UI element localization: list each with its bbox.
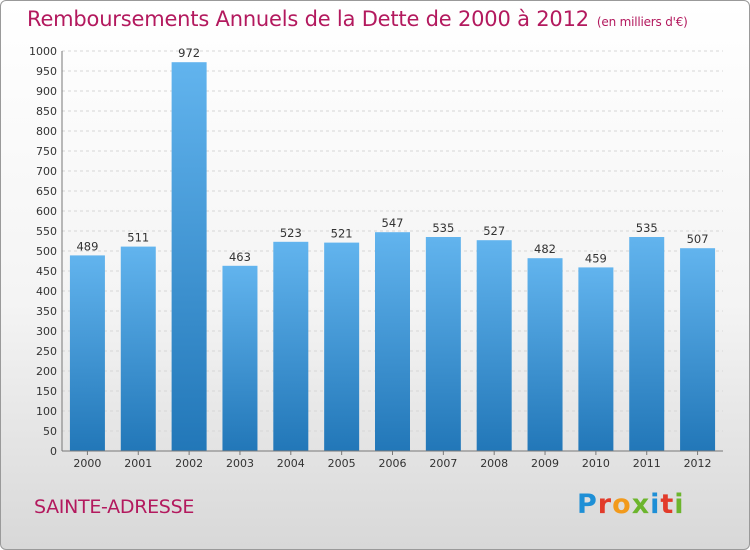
bar-2001 [120,246,156,451]
x-tick-label: 2012 [684,457,712,470]
commune-name: SAINTE-ADRESSE [34,496,195,518]
bar-2004 [273,241,309,451]
bar-2002 [171,62,207,451]
y-tick-label: 250 [36,345,57,358]
bar-value-label: 511 [127,231,149,245]
x-tick-label: 2001 [124,457,152,470]
bar-value-label: 523 [280,226,302,240]
y-tick-label: 300 [36,325,57,338]
bar-2003 [222,265,258,451]
bar-2000 [69,255,105,451]
bar-2009 [527,258,563,451]
y-tick-label: 50 [43,425,57,438]
y-tick-label: 900 [36,85,57,98]
x-tick-label: 2006 [379,457,407,470]
bar-2012 [680,248,716,451]
y-tick-label: 100 [36,405,57,418]
bar-2006 [375,232,410,451]
x-tick-label: 2002 [175,457,203,470]
proxiti-logo[interactable]: Proxiti [577,489,685,520]
x-tick-label: 2009 [531,457,559,470]
bar-value-label: 507 [687,232,709,246]
bar-value-label: 527 [483,224,505,238]
logo-letter: r [597,489,613,520]
chart-unit-note: (en milliers d'€) [596,15,688,29]
y-tick-label: 200 [36,365,57,378]
logo-letter: t [660,489,675,520]
y-tick-label: 0 [50,445,57,458]
y-tick-label: 750 [36,145,57,158]
y-tick-label: 400 [36,285,57,298]
y-tick-label: 800 [36,125,57,138]
x-tick-label: 2007 [429,457,457,470]
bar-value-label: 972 [178,46,200,60]
bar-2007 [425,237,461,451]
y-tick-label: 700 [36,165,57,178]
bar-value-label: 535 [636,221,658,235]
bar-value-label: 547 [382,216,404,230]
chart-title: Remboursements Annuels de la Dette de 20… [27,7,688,31]
bar-2008 [476,240,512,451]
x-tick-label: 2000 [73,457,101,470]
logo-letter: i [674,489,685,520]
x-tick-label: 2003 [226,457,254,470]
bar-value-label: 535 [432,221,454,235]
x-tick-label: 2010 [582,457,610,470]
y-axis-ticks: 0 50 100 150 200 250 300 350 400 450 500 550 600 650 7… [29,45,57,458]
x-tick-label: 2008 [480,457,508,470]
logo-letter: o [612,489,632,520]
bar-value-label: 521 [331,227,353,241]
bar-value-label: 489 [76,239,98,253]
logo-letter: x [631,489,651,520]
x-tick-label: 2011 [633,457,661,470]
x-tick-label: 2004 [277,457,305,470]
x-axis-ticks: 2000 2001 2002 2003 2004 2005 2006 2007 2008 2009… [73,451,712,470]
y-tick-label: 650 [36,185,57,198]
y-tick-label: 150 [36,385,57,398]
y-tick-label: 450 [36,265,57,278]
y-tick-label: 350 [36,305,57,318]
bar-2011 [629,237,665,451]
bar-value-label: 463 [229,250,251,264]
bar-2010 [578,267,614,451]
bars: 489 511 972 463 523 521 547 535 527 482 459 535 507 [69,46,716,451]
bar-value-label: 459 [585,251,607,265]
y-tick-label: 500 [36,245,57,258]
bar-value-label: 482 [534,242,556,256]
bar-2005 [324,242,360,451]
logo-letter: i [650,489,661,520]
y-tick-label: 950 [36,65,57,78]
chart-title-text: Remboursements Annuels de la Dette de 20… [27,7,589,31]
logo-letter: P [577,489,598,520]
x-tick-label: 2005 [328,457,356,470]
y-tick-label: 600 [36,205,57,218]
y-tick-label: 550 [36,225,57,238]
y-tick-label: 850 [36,105,57,118]
y-tick-label: 1000 [29,45,57,58]
